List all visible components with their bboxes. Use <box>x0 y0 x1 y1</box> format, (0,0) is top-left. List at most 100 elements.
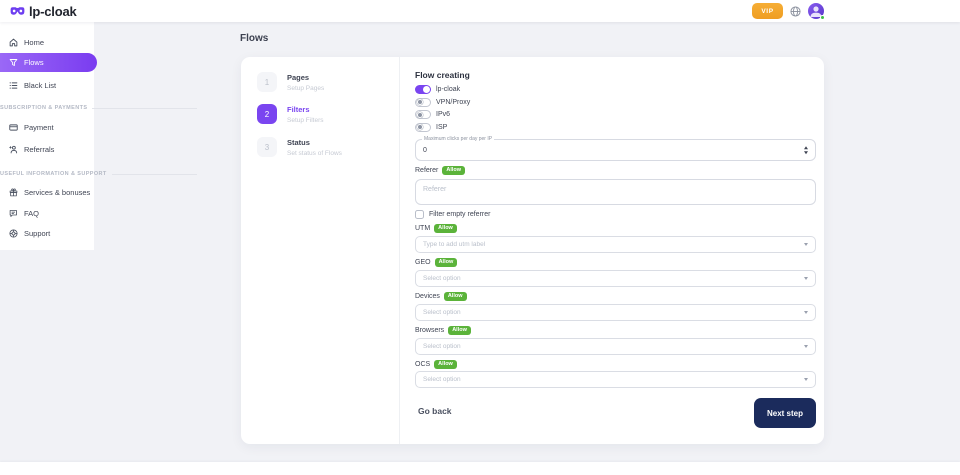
toggle-label: VPN/Proxy <box>436 98 471 106</box>
referer-input[interactable] <box>415 179 816 205</box>
ocs-label-row: OCS Allow <box>415 360 457 369</box>
sidebar-item-services[interactable]: Services & bonuses <box>9 188 90 197</box>
step-filters[interactable]: 2 Filters Setup Filters <box>257 104 324 124</box>
sidebar-item-faq[interactable]: FAQ <box>9 209 39 218</box>
empty-referrer-checkbox[interactable] <box>415 209 424 219</box>
browsers-label-row: Browsers Allow <box>415 326 471 335</box>
devices-allow-badge[interactable]: Allow <box>443 292 467 301</box>
devices-select[interactable]: Select option <box>415 304 816 321</box>
chevron-down-icon <box>804 277 808 280</box>
isp-toggle[interactable] <box>415 122 431 132</box>
footer-strip <box>0 462 960 475</box>
empty-referrer-label: Filter empty referrer <box>429 210 491 218</box>
filter-empty-referrer-row[interactable]: Filter empty referrer <box>415 209 490 219</box>
lp-cloak-toggle[interactable] <box>415 85 431 94</box>
ocs-select[interactable]: Select option <box>415 371 816 388</box>
ocs-label: OCS <box>415 361 431 368</box>
ipv6-toggle[interactable] <box>415 110 431 119</box>
utm-allow-badge[interactable]: Allow <box>434 224 457 233</box>
form-title: Flow creating <box>415 70 470 80</box>
steps-form-divider <box>399 57 400 444</box>
toggle-row-isp: ISP <box>415 122 448 132</box>
max-clicks-label: Maximum clicks per day per IP <box>422 136 495 142</box>
max-clicks-input[interactable] <box>416 140 815 160</box>
sidebar-item-label: FAQ <box>24 209 40 218</box>
sidebar-item-label: Black List <box>24 81 57 90</box>
sidebar-item-referrals[interactable]: Referrals <box>9 145 54 154</box>
app-logo[interactable]: lp-cloak <box>10 0 77 22</box>
next-step-button[interactable]: Next step <box>754 398 816 428</box>
browsers-select-placeholder: Select option <box>423 343 461 350</box>
geo-label: GEO <box>415 259 431 266</box>
sidebar-item-label: Support <box>24 229 51 238</box>
toggle-label: IPv6 <box>436 111 451 118</box>
step-status[interactable]: 3 Status Set status of Flows <box>257 137 342 157</box>
browsers-allow-badge[interactable]: Allow <box>448 326 471 335</box>
sidebar-item-flows[interactable]: Flows <box>0 53 97 72</box>
geo-select-placeholder: Select option <box>423 275 461 282</box>
ocs-allow-badge[interactable]: Allow <box>434 360 457 369</box>
step-number: 2 <box>257 104 277 124</box>
chevron-down-icon <box>804 378 808 381</box>
mask-logo-icon <box>10 6 25 16</box>
browsers-select[interactable]: Select option <box>415 338 816 355</box>
topbar: lp-cloak VIP <box>0 0 960 22</box>
vip-button[interactable]: VIP <box>752 3 783 19</box>
devices-label-row: Devices Allow <box>415 292 467 301</box>
stepper-up-icon[interactable] <box>804 146 808 150</box>
credit-card-icon <box>9 123 18 132</box>
vpn-proxy-toggle[interactable] <box>415 97 431 107</box>
step-number: 1 <box>257 72 277 92</box>
toggle-row-vpn-proxy: VPN/Proxy <box>415 97 471 107</box>
chevron-down-icon <box>804 243 808 246</box>
step-title: Status <box>287 138 310 147</box>
geo-allow-badge[interactable]: Allow <box>434 258 458 267</box>
geo-select[interactable]: Select option <box>415 270 816 287</box>
browsers-label: Browsers <box>415 327 445 334</box>
sidebar-item-label: Flows <box>24 58 44 67</box>
sidebar-item-home[interactable]: Home <box>9 38 44 47</box>
user-avatar[interactable] <box>808 3 825 20</box>
stepper-down-icon[interactable] <box>804 150 808 154</box>
chevron-down-icon <box>804 345 808 348</box>
sidebar-item-payment[interactable]: Payment <box>9 123 54 132</box>
home-icon <box>9 38 18 47</box>
step-title: Pages <box>287 73 310 82</box>
geo-label-row: GEO Allow <box>415 258 458 267</box>
chevron-down-icon <box>804 311 808 314</box>
list-icon <box>9 81 18 90</box>
devices-select-placeholder: Select option <box>423 309 461 316</box>
gift-icon <box>9 188 18 197</box>
logo-text: lp-cloak <box>29 3 77 19</box>
language-globe-icon[interactable] <box>790 5 801 17</box>
step-subtitle: Setup Filters <box>287 116 324 124</box>
go-back-button[interactable]: Go back <box>418 406 452 416</box>
flow-card: 1 Pages Setup Pages 2 Filters Setup Filt… <box>241 57 824 444</box>
utm-label-row: UTM Allow <box>415 224 457 233</box>
sidebar-item-label: Home <box>24 38 45 47</box>
flows-icon <box>9 58 18 67</box>
sidebar-item-black-list[interactable]: Black List <box>9 81 56 90</box>
flow-creating-form: Flow creating lp-cloak VPN/Proxy IPv6 IS… <box>415 70 816 444</box>
devices-label: Devices <box>415 293 440 300</box>
sidebar-section-subscription: SUBSCRIPTION & PAYMENTS <box>0 105 197 111</box>
utm-select-placeholder: Type to add utm label <box>423 241 486 248</box>
sidebar-item-support[interactable]: Support <box>9 229 50 238</box>
step-title: Filters <box>287 105 310 114</box>
utm-select[interactable]: Type to add utm label <box>415 236 816 253</box>
add-user-icon <box>9 145 18 154</box>
sidebar-section-support: USEFUL INFORMATION & SUPPORT <box>0 171 197 177</box>
step-pages[interactable]: 1 Pages Setup Pages <box>257 72 324 92</box>
step-subtitle: Set status of Flows <box>287 149 342 157</box>
chat-icon <box>9 209 18 218</box>
number-stepper[interactable] <box>804 146 808 154</box>
step-subtitle: Setup Pages <box>287 84 325 92</box>
ocs-select-placeholder: Select option <box>423 376 461 383</box>
online-status-dot <box>820 15 825 20</box>
referer-allow-badge[interactable]: Allow <box>442 166 466 175</box>
utm-label: UTM <box>415 225 431 232</box>
sidebar-item-label: Services & bonuses <box>24 188 91 197</box>
sidebar-item-label: Referrals <box>24 145 55 154</box>
toggle-label: ISP <box>436 123 448 131</box>
